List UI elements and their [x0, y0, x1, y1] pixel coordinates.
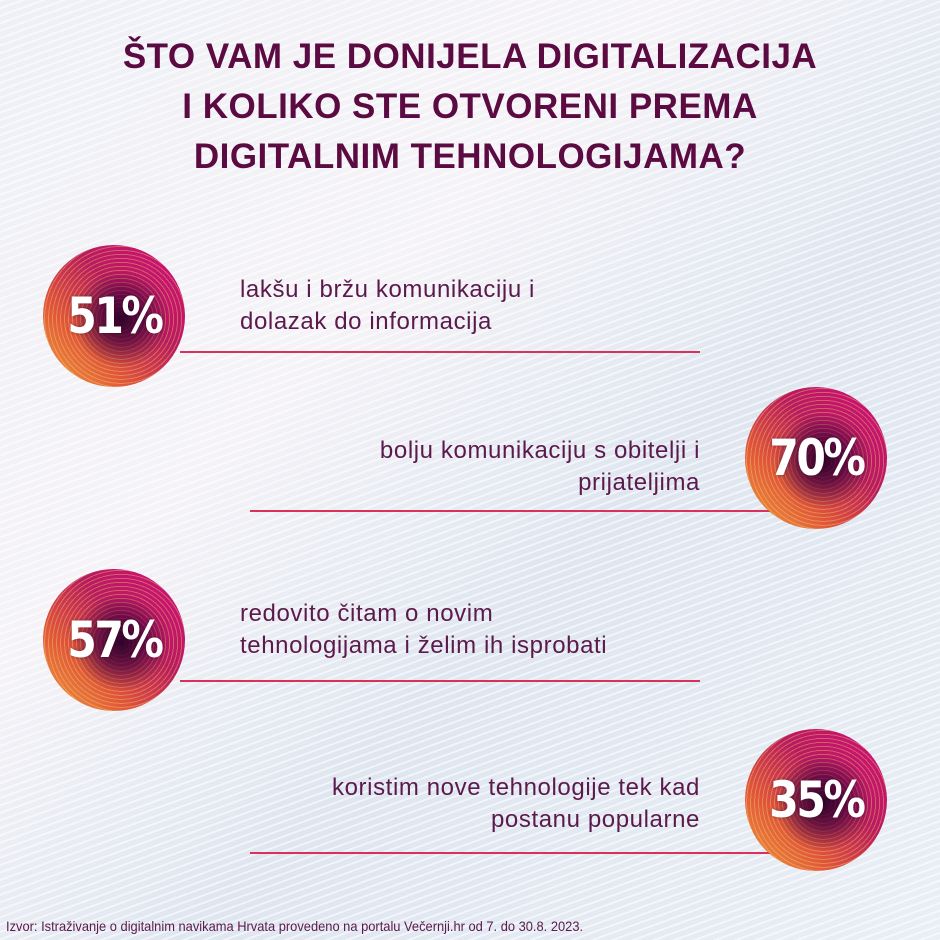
item-text-line: koristim nove tehnologije tek kad [332, 774, 700, 801]
item-text-line: tehnologijama i želim ih isprobati [240, 632, 608, 659]
item-text-line: bolju komunikaciju s obitelji i [379, 437, 700, 464]
item-text-line: redovito čitam o novim [240, 600, 494, 627]
percent-circle: 51% [43, 245, 185, 387]
title-line: DIGITALNIM TEHNOLOGIJAMA? [193, 137, 747, 176]
divider-line [180, 680, 700, 682]
item-text: redovito čitam o novim tehnologijama i ž… [240, 598, 607, 662]
percent-value: 51% [66, 287, 164, 345]
title-line: ŠTO VAM JE DONIJELA DIGITALIZACIJA [122, 37, 818, 76]
divider-line [250, 510, 770, 512]
divider-line [250, 852, 770, 854]
item-text-line: dolazak do informacija [240, 308, 492, 335]
item-text-line: lakšu i bržu komunikaciju i [240, 276, 535, 303]
percent-circle: 70% [745, 387, 887, 529]
percent-value: 70% [768, 429, 866, 487]
percent-value: 57% [66, 611, 164, 669]
item-text: koristim nove tehnologije tek kad postan… [332, 772, 700, 836]
title-line: I KOLIKO STE OTVORENI PREMA [182, 87, 758, 126]
item-text-line: postanu popularne [490, 806, 700, 833]
item-text-line: prijateljima [578, 469, 700, 496]
page-title: ŠTO VAM JE DONIJELA DIGITALIZACIJA I KOL… [0, 32, 940, 182]
item-text: lakšu i bržu komunikaciju i dolazak do i… [240, 274, 535, 338]
divider-line [180, 351, 700, 353]
percent-value: 35% [768, 771, 866, 829]
percent-circle: 35% [745, 729, 887, 871]
percent-circle: 57% [43, 569, 185, 711]
item-text: bolju komunikaciju s obitelji i prijatel… [380, 435, 700, 499]
source-note: Izvor: Istraživanje o digitalnim navikam… [6, 918, 584, 934]
